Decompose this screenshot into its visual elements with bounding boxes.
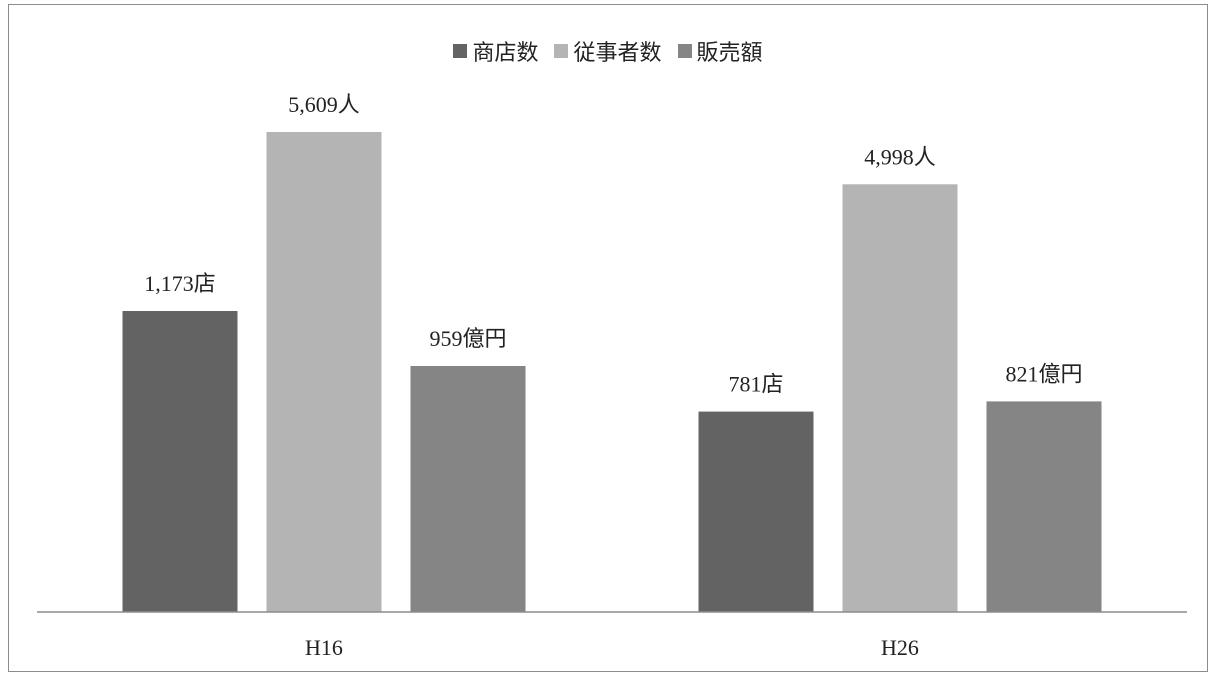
legend-label-stores: 商店数 (472, 40, 539, 65)
legend-item-sales: 販売額 (677, 35, 763, 67)
bar-employees-h26 (842, 184, 958, 612)
legend-label-employees: 従事者数 (573, 40, 662, 65)
data-label-sales-h16: 959億円 (429, 326, 506, 351)
data-label-employees-h26: 4,998人 (864, 144, 936, 169)
legend-swatch-stores (453, 44, 468, 58)
data-label-sales-h26: 821億円 (1005, 361, 1082, 386)
data-label-stores-h16: 1,173店 (144, 271, 216, 296)
legend-swatch-sales (677, 44, 692, 58)
x-tick-label-h26: H26 (881, 635, 919, 660)
legend: 商店数 従事者数 販売額 (9, 35, 1207, 67)
legend-swatch-employees (554, 44, 569, 58)
legend-item-stores: 商店数 (453, 35, 538, 67)
bar-sales-h16 (410, 366, 526, 612)
x-tick-label-h16: H16 (305, 635, 343, 660)
data-label-stores-h26: 781店 (728, 372, 783, 397)
bar-stores-h16 (122, 311, 238, 612)
bar-stores-h26 (698, 411, 814, 612)
bar-sales-h26 (986, 401, 1102, 612)
legend-label-sales: 販売額 (696, 40, 763, 65)
bar-employees-h16 (266, 132, 382, 612)
data-label-employees-h16: 5,609人 (288, 92, 360, 117)
legend-item-employees: 従事者数 (554, 35, 662, 67)
